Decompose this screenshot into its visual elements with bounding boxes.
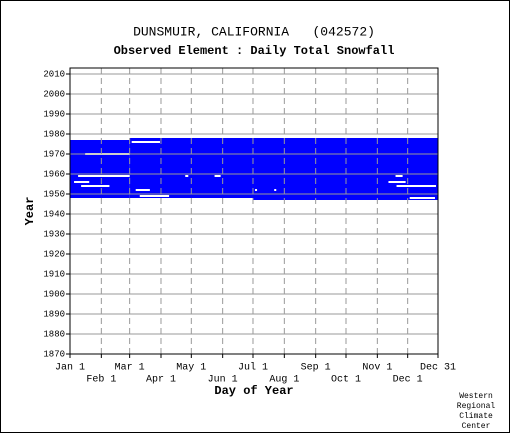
x-tick-label: Mar 1: [115, 363, 145, 374]
missing-data: [74, 181, 90, 183]
x-tick-label: Jul 1: [238, 362, 268, 374]
y-tick-label: 1890: [43, 309, 65, 319]
credit: Regional: [457, 402, 496, 411]
missing-data: [396, 185, 436, 187]
missing-data: [135, 189, 150, 191]
y-tick-label: 1980: [43, 129, 65, 139]
x-tick-label: Aug 1: [269, 375, 299, 386]
missing-data: [388, 181, 406, 183]
x-tick-label: Apr 1: [146, 375, 176, 386]
x-tick-label: May 1: [176, 363, 206, 374]
missing-data: [255, 189, 258, 191]
y-tick-label: 1870: [43, 349, 65, 359]
y-axis-label: Year: [23, 197, 37, 226]
y-tick-label: 1940: [43, 209, 65, 219]
y-tick-label: 2010: [43, 69, 65, 79]
x-tick-label: Sep 1: [301, 363, 331, 374]
credit: Western: [459, 392, 493, 401]
missing-data: [185, 175, 189, 177]
x-axis-label: Day of Year: [214, 384, 293, 398]
x-tick-label: Nov 1: [362, 363, 392, 374]
x-tick-label: Feb 1: [86, 374, 116, 386]
x-tick-label: Oct 1: [331, 375, 361, 386]
x-tick-label: Jun 1: [208, 375, 238, 386]
missing-data: [409, 197, 435, 199]
credit: Center: [462, 422, 491, 431]
y-tick-label: 1920: [43, 249, 65, 259]
y-tick-label: 1990: [43, 109, 65, 119]
chart-title: DUNSMUIR, CALIFORNIA (042572): [133, 24, 375, 39]
missing-data: [131, 141, 160, 143]
missing-data: [139, 195, 170, 197]
missing-data: [214, 175, 221, 177]
y-tick-label: 1900: [43, 289, 65, 299]
coverage-block: [70, 140, 130, 198]
x-tick-label: Dec 31: [420, 363, 456, 374]
coverage-block: [252, 138, 438, 200]
y-tick-label: 1970: [43, 149, 65, 159]
plot-border: [69, 67, 439, 355]
missing-data: [274, 189, 277, 191]
credit: Climate: [459, 412, 493, 421]
missing-data: [78, 175, 130, 177]
y-tick-label: 1880: [43, 329, 65, 339]
x-tick-label: Dec 1: [393, 375, 423, 386]
y-tick-label: 1960: [43, 169, 65, 179]
y-tick-label: 1930: [43, 229, 65, 239]
y-tick-label: 2000: [43, 89, 65, 99]
x-tick-label: Jan 1: [55, 363, 85, 374]
y-tick-label: 1910: [43, 269, 65, 279]
missing-data: [395, 175, 403, 177]
chart-subtitle: Observed Element : Daily Total Snowfall: [114, 44, 395, 58]
y-tick-label: 1950: [43, 189, 65, 199]
missing-data: [81, 185, 110, 187]
